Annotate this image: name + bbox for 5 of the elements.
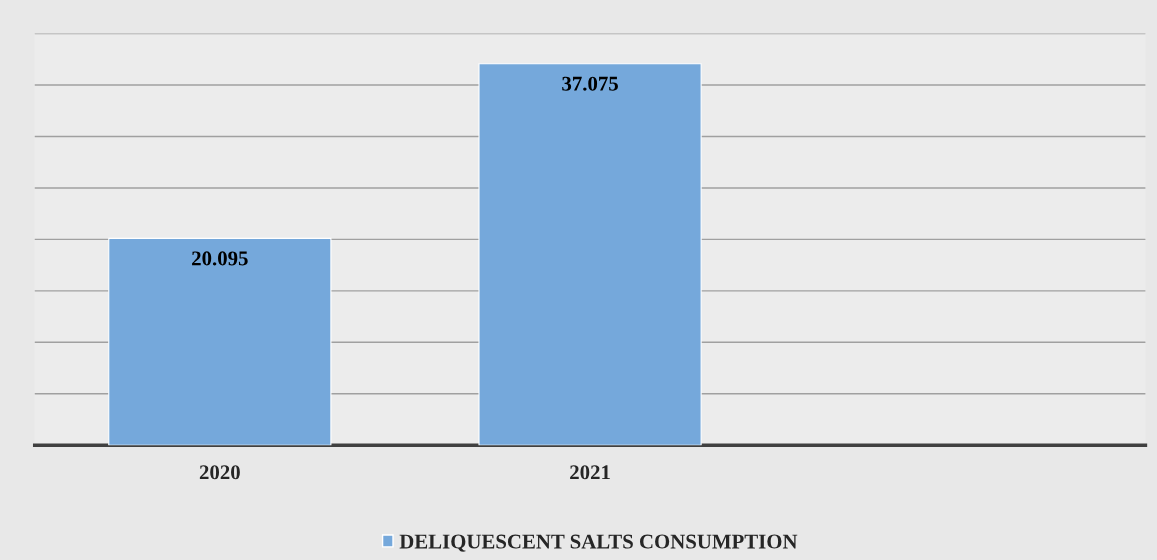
legend-label: DELIQUESCENT SALTS CONSUMPTION [399, 534, 798, 552]
data-label: 20.095 [192, 251, 248, 266]
x-tick-label: 2021 [570, 465, 610, 480]
data-label: 37.075 [562, 76, 618, 91]
x-tick-label: 2020 [199, 465, 240, 480]
